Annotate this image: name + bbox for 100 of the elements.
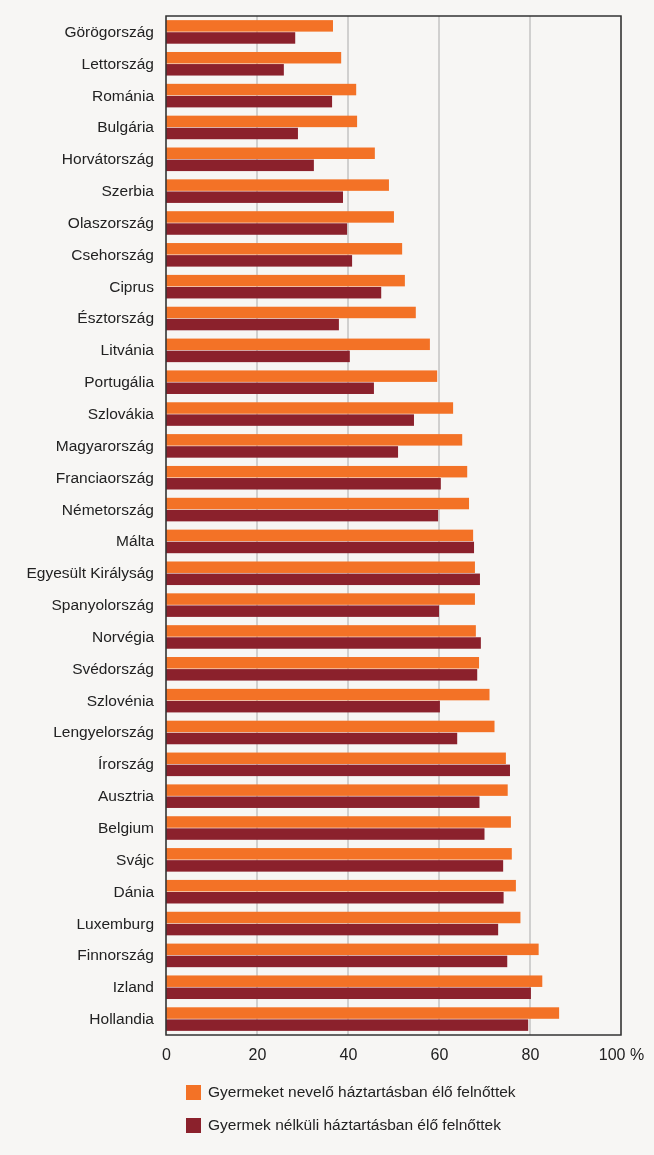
bar — [166, 159, 314, 172]
bar — [166, 720, 495, 733]
bar — [166, 179, 389, 191]
bar — [166, 764, 510, 777]
bar — [166, 338, 430, 351]
bar — [166, 700, 440, 713]
bar — [166, 509, 439, 522]
bar — [166, 923, 499, 936]
y-tick-label: Románia — [91, 86, 155, 104]
bar — [166, 370, 438, 382]
bar — [166, 402, 454, 414]
bar — [166, 223, 348, 235]
bar — [166, 892, 504, 904]
bar — [166, 529, 474, 542]
bar — [166, 625, 476, 637]
bar — [166, 796, 480, 808]
y-tick-label: Dánia — [113, 882, 155, 900]
y-tick-label: Ausztria — [98, 787, 155, 805]
y-tick-label: Finnország — [77, 946, 154, 964]
y-tick-label: Lettország — [81, 54, 154, 72]
y-tick-label: Belgium — [98, 818, 154, 836]
bar — [166, 955, 508, 968]
bar — [166, 414, 414, 426]
bar — [166, 816, 511, 828]
bar — [166, 975, 543, 987]
bar — [166, 51, 342, 64]
bar — [166, 147, 375, 159]
y-tick-label: Lengyelország — [53, 723, 154, 741]
bar — [166, 32, 296, 44]
bar — [166, 83, 357, 96]
bar — [166, 434, 463, 446]
x-tick-label: 100 % — [598, 1046, 645, 1064]
y-tick-label: Franciaország — [55, 468, 154, 486]
legend-label: Gyermeket nevelő háztartásban élő felnőttek — [208, 1083, 516, 1100]
y-tick-label: Svédország — [72, 659, 154, 677]
y-tick-label: Izland — [112, 978, 154, 996]
x-tick-label: 0 — [162, 1046, 172, 1064]
y-tick-label: Olaszország — [67, 213, 154, 231]
bar — [166, 318, 339, 331]
bar — [166, 127, 298, 140]
bar — [166, 784, 508, 796]
y-tick-label: Norvégia — [91, 627, 155, 645]
y-tick-label: Írország — [98, 755, 154, 773]
bar — [166, 688, 490, 701]
bar — [166, 465, 468, 478]
bar — [166, 191, 343, 203]
bar — [166, 669, 478, 681]
bar — [166, 987, 531, 1000]
y-tick-label: Spanyolország — [51, 596, 154, 614]
y-tick-label: Szlovákia — [87, 405, 155, 423]
y-tick-label: Magyarország — [55, 436, 154, 454]
bar — [166, 605, 439, 617]
bar — [166, 593, 475, 605]
bar — [166, 657, 480, 669]
bar — [166, 860, 504, 872]
bar — [166, 1019, 529, 1031]
y-tick-label: Bulgária — [97, 118, 155, 136]
bar — [166, 95, 333, 108]
x-tick-label: 60 — [430, 1046, 449, 1064]
bar — [166, 211, 394, 223]
bar — [166, 255, 353, 267]
y-tick-label: Görögország — [64, 22, 154, 40]
y-tick-label: Németország — [61, 500, 154, 518]
bar — [166, 752, 506, 765]
y-tick-label: Szlovénia — [86, 691, 155, 709]
bar — [166, 848, 512, 860]
bar — [166, 732, 458, 745]
y-tick-label: Málta — [116, 532, 155, 550]
y-tick-label: Hollandia — [89, 1010, 155, 1028]
x-tick-label: 80 — [521, 1046, 540, 1064]
bar — [166, 243, 403, 255]
y-tick-label: Észtország — [77, 309, 154, 327]
bar — [166, 274, 405, 287]
bar — [166, 573, 480, 586]
bar — [166, 478, 441, 490]
bar — [166, 561, 475, 573]
y-tick-label: Ciprus — [109, 277, 155, 295]
bar — [166, 64, 284, 76]
bar — [166, 828, 485, 840]
x-tick-label: 40 — [339, 1046, 358, 1064]
bar — [166, 541, 475, 554]
bar — [166, 637, 481, 649]
bar — [166, 20, 333, 32]
y-tick-label: Szerbia — [101, 182, 155, 200]
y-tick-label: Svájc — [116, 850, 155, 868]
x-tick-label: 20 — [248, 1046, 267, 1064]
legend-label: Gyermek nélküli háztartásban élő felnőttek — [208, 1116, 502, 1133]
bar — [166, 350, 350, 363]
y-tick-label: Horvátország — [61, 150, 154, 168]
y-tick-label: Portugália — [84, 373, 155, 391]
y-tick-label: Luxemburg — [76, 914, 154, 932]
y-tick-label: Egyesült Királyság — [26, 564, 154, 582]
bar — [166, 497, 470, 510]
bar — [166, 446, 399, 458]
bar — [166, 1007, 560, 1019]
bar — [166, 879, 516, 892]
bar — [166, 115, 358, 128]
y-tick-label: Litvánia — [100, 341, 155, 359]
bar — [166, 943, 539, 956]
bar — [166, 306, 416, 319]
